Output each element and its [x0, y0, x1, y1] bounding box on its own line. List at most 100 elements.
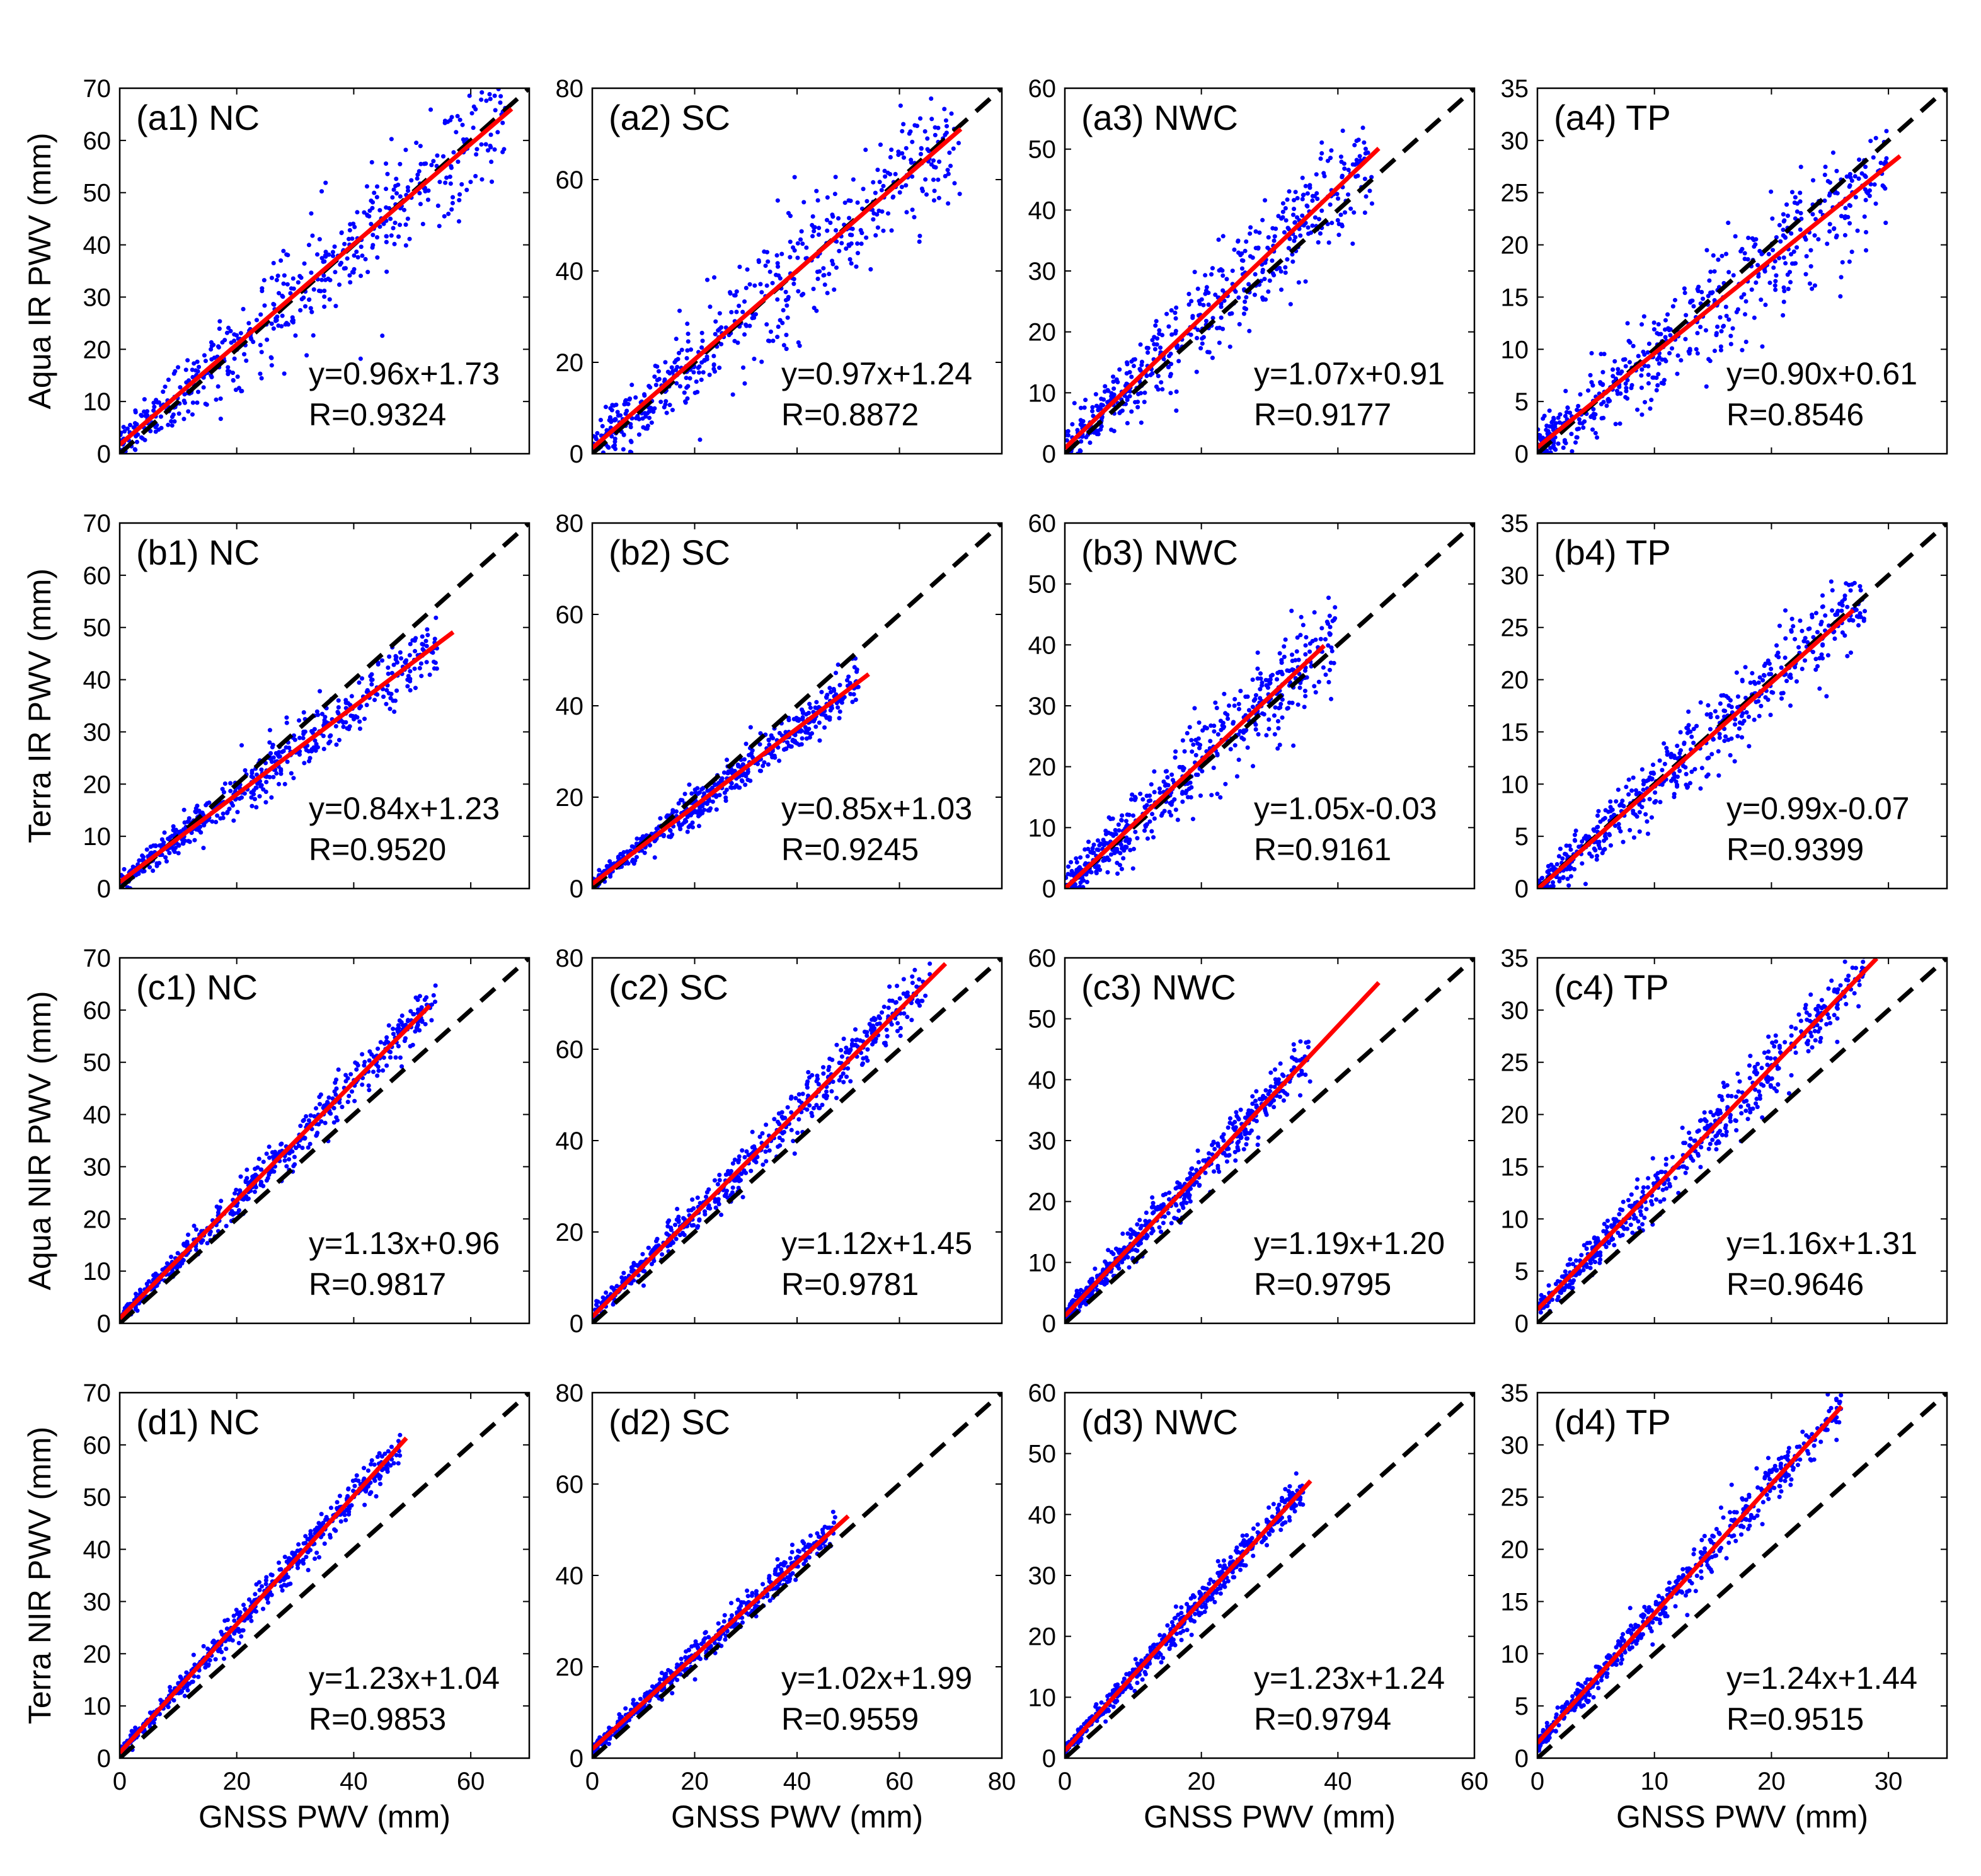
fit-equation: y=0.90x+0.61	[1726, 356, 1917, 391]
y-tick-label: 60	[83, 562, 112, 590]
y-tick-label: 30	[1028, 1562, 1057, 1590]
fit-equation: y=1.02x+1.99	[781, 1660, 972, 1696]
correlation-value: R=0.9646	[1726, 1267, 1864, 1302]
panel: 0 10 20 30 40 50 60 70 (b1) NC y=0.84x+1.23 R=0.95…	[22, 510, 531, 903]
panel-title: (b2) SC	[609, 532, 730, 572]
y-tick-label: 20	[1501, 1102, 1529, 1129]
fit-equation: y=0.84x+1.23	[309, 791, 500, 826]
panel-title: (b4) TP	[1554, 532, 1671, 572]
panel: 0 5 10 15 20 25 30 35 (a4) TP y=0.90x+0.61 R=0.854…	[1501, 75, 1948, 468]
y-tick-label: 0	[1515, 875, 1529, 903]
x-axis-title: GNSS PWV (mm)	[671, 1799, 923, 1834]
y-tick-label: 60	[556, 601, 584, 629]
panel: 0 20 40 60 80 (a2) SC y=0.97x+1.24 R=0.8872	[556, 75, 1003, 468]
y-tick-label: 20	[556, 349, 584, 377]
fit-line	[592, 672, 870, 886]
y-tick-label: 5	[1515, 1693, 1529, 1720]
y-tick-label: 40	[1028, 1066, 1057, 1094]
y-tick-label: 20	[1028, 319, 1057, 347]
y-tick-label: 70	[83, 1379, 112, 1407]
panel-title: (c3) NWC	[1081, 967, 1236, 1007]
x-tick-label: 60	[1461, 1768, 1489, 1795]
y-tick-label: 15	[1501, 1153, 1529, 1181]
y-tick-label: 0	[97, 1310, 111, 1338]
y-tick-label: 40	[83, 1102, 112, 1129]
axes-frame	[1536, 1391, 1948, 1759]
x-tick-label: 60	[885, 1768, 914, 1795]
y-tick-label: 30	[83, 1588, 112, 1616]
axes-frame	[118, 957, 531, 1325]
y-tick-label: 10	[1501, 771, 1529, 798]
one-to-one-line	[592, 1393, 1002, 1758]
axes-frame	[118, 1391, 531, 1759]
y-tick-label: 80	[556, 945, 584, 972]
fit-equation: y=1.12x+1.45	[781, 1226, 972, 1261]
correlation-value: R=0.9399	[1726, 832, 1864, 867]
scatter-points	[1537, 958, 1868, 1315]
x-tick-label: 0	[1058, 1768, 1072, 1795]
y-axis-title: Terra NIR PWV (mm)	[22, 1427, 57, 1724]
panel-title: (d2) SC	[609, 1402, 730, 1442]
one-to-one-line	[1065, 1393, 1474, 1758]
y-tick-label: 20	[556, 784, 584, 812]
panel-title: (b1) NC	[136, 532, 260, 572]
y-tick-label: 10	[1028, 379, 1057, 407]
y-tick-label: 40	[1028, 1501, 1057, 1529]
y-tick-label: 30	[1501, 1432, 1529, 1459]
panel: 0 10 20 30 40 50 60 (b3) NWC y=1.05x-0.03 R=0.916…	[1028, 510, 1476, 903]
y-tick-label: 20	[1501, 1536, 1529, 1564]
x-axis-title: GNSS PWV (mm)	[198, 1799, 451, 1834]
y-tick-label: 10	[1501, 1206, 1529, 1233]
correlation-value: R=0.9853	[309, 1701, 446, 1737]
y-axis-title: Aqua NIR PWV (mm)	[22, 991, 57, 1290]
y-tick-label: 40	[556, 693, 584, 720]
x-axis-title: GNSS PWV (mm)	[1616, 1799, 1868, 1834]
y-tick-label: 10	[83, 1258, 112, 1286]
axes-frame	[118, 87, 531, 455]
fit-equation: y=0.99x-0.07	[1726, 791, 1909, 826]
y-tick-label: 50	[1028, 1441, 1057, 1468]
y-tick-label: 40	[83, 232, 112, 260]
correlation-value: R=0.9515	[1726, 1701, 1864, 1737]
y-tick-label: 10	[83, 1693, 112, 1720]
y-tick-label: 30	[1501, 997, 1529, 1025]
y-tick-label: 10	[83, 388, 112, 416]
fit-equation: y=1.19x+1.20	[1254, 1226, 1445, 1261]
correlation-value: R=0.9161	[1254, 832, 1391, 867]
correlation-value: R=0.9795	[1254, 1267, 1391, 1302]
correlation-value: R=0.9177	[1254, 397, 1391, 432]
y-tick-label: 30	[1501, 562, 1529, 590]
fit-line	[120, 1436, 408, 1754]
y-tick-label: 50	[1028, 571, 1057, 599]
panel: 0 10 20 30 40 50 60 70 (a1) NC y=0.96x+1.73 R=0.93…	[22, 75, 531, 468]
axes-frame	[1536, 522, 1948, 890]
y-tick-label: 0	[97, 1745, 111, 1773]
y-tick-label: 60	[83, 1432, 112, 1459]
y-tick-label: 20	[1501, 232, 1529, 260]
fit-line	[1065, 1479, 1312, 1752]
one-to-one-line	[1537, 958, 1947, 1323]
y-tick-label: 0	[570, 1745, 583, 1773]
y-tick-label: 0	[570, 1310, 583, 1338]
y-tick-label: 30	[83, 718, 112, 746]
y-tick-label: 20	[83, 336, 112, 364]
y-tick-label: 25	[1501, 180, 1529, 207]
axes-frame	[1536, 957, 1948, 1325]
y-tick-label: 50	[1028, 1006, 1057, 1033]
fit-line	[592, 1514, 850, 1751]
y-tick-label: 30	[83, 284, 112, 311]
panel-title: (d4) TP	[1554, 1402, 1671, 1442]
panel-title: (a4) TP	[1554, 98, 1671, 137]
x-tick-label: 40	[1324, 1768, 1352, 1795]
correlation-value: R=0.8546	[1726, 397, 1864, 432]
fit-line	[1537, 958, 1879, 1311]
y-tick-label: 20	[1028, 1623, 1057, 1651]
one-to-one-line	[1537, 1393, 1947, 1758]
y-tick-label: 35	[1501, 1379, 1529, 1407]
x-tick-label: 40	[340, 1768, 368, 1795]
y-tick-label: 20	[83, 1640, 112, 1668]
panel: 0 20 40 60 0 10 20 30 40 50 60 (d3) NWC y=1.23x+1.24…	[1028, 1379, 1489, 1834]
panel-title: (d1) NC	[136, 1402, 260, 1442]
x-tick-label: 20	[1757, 1768, 1786, 1795]
y-tick-label: 0	[97, 440, 111, 468]
